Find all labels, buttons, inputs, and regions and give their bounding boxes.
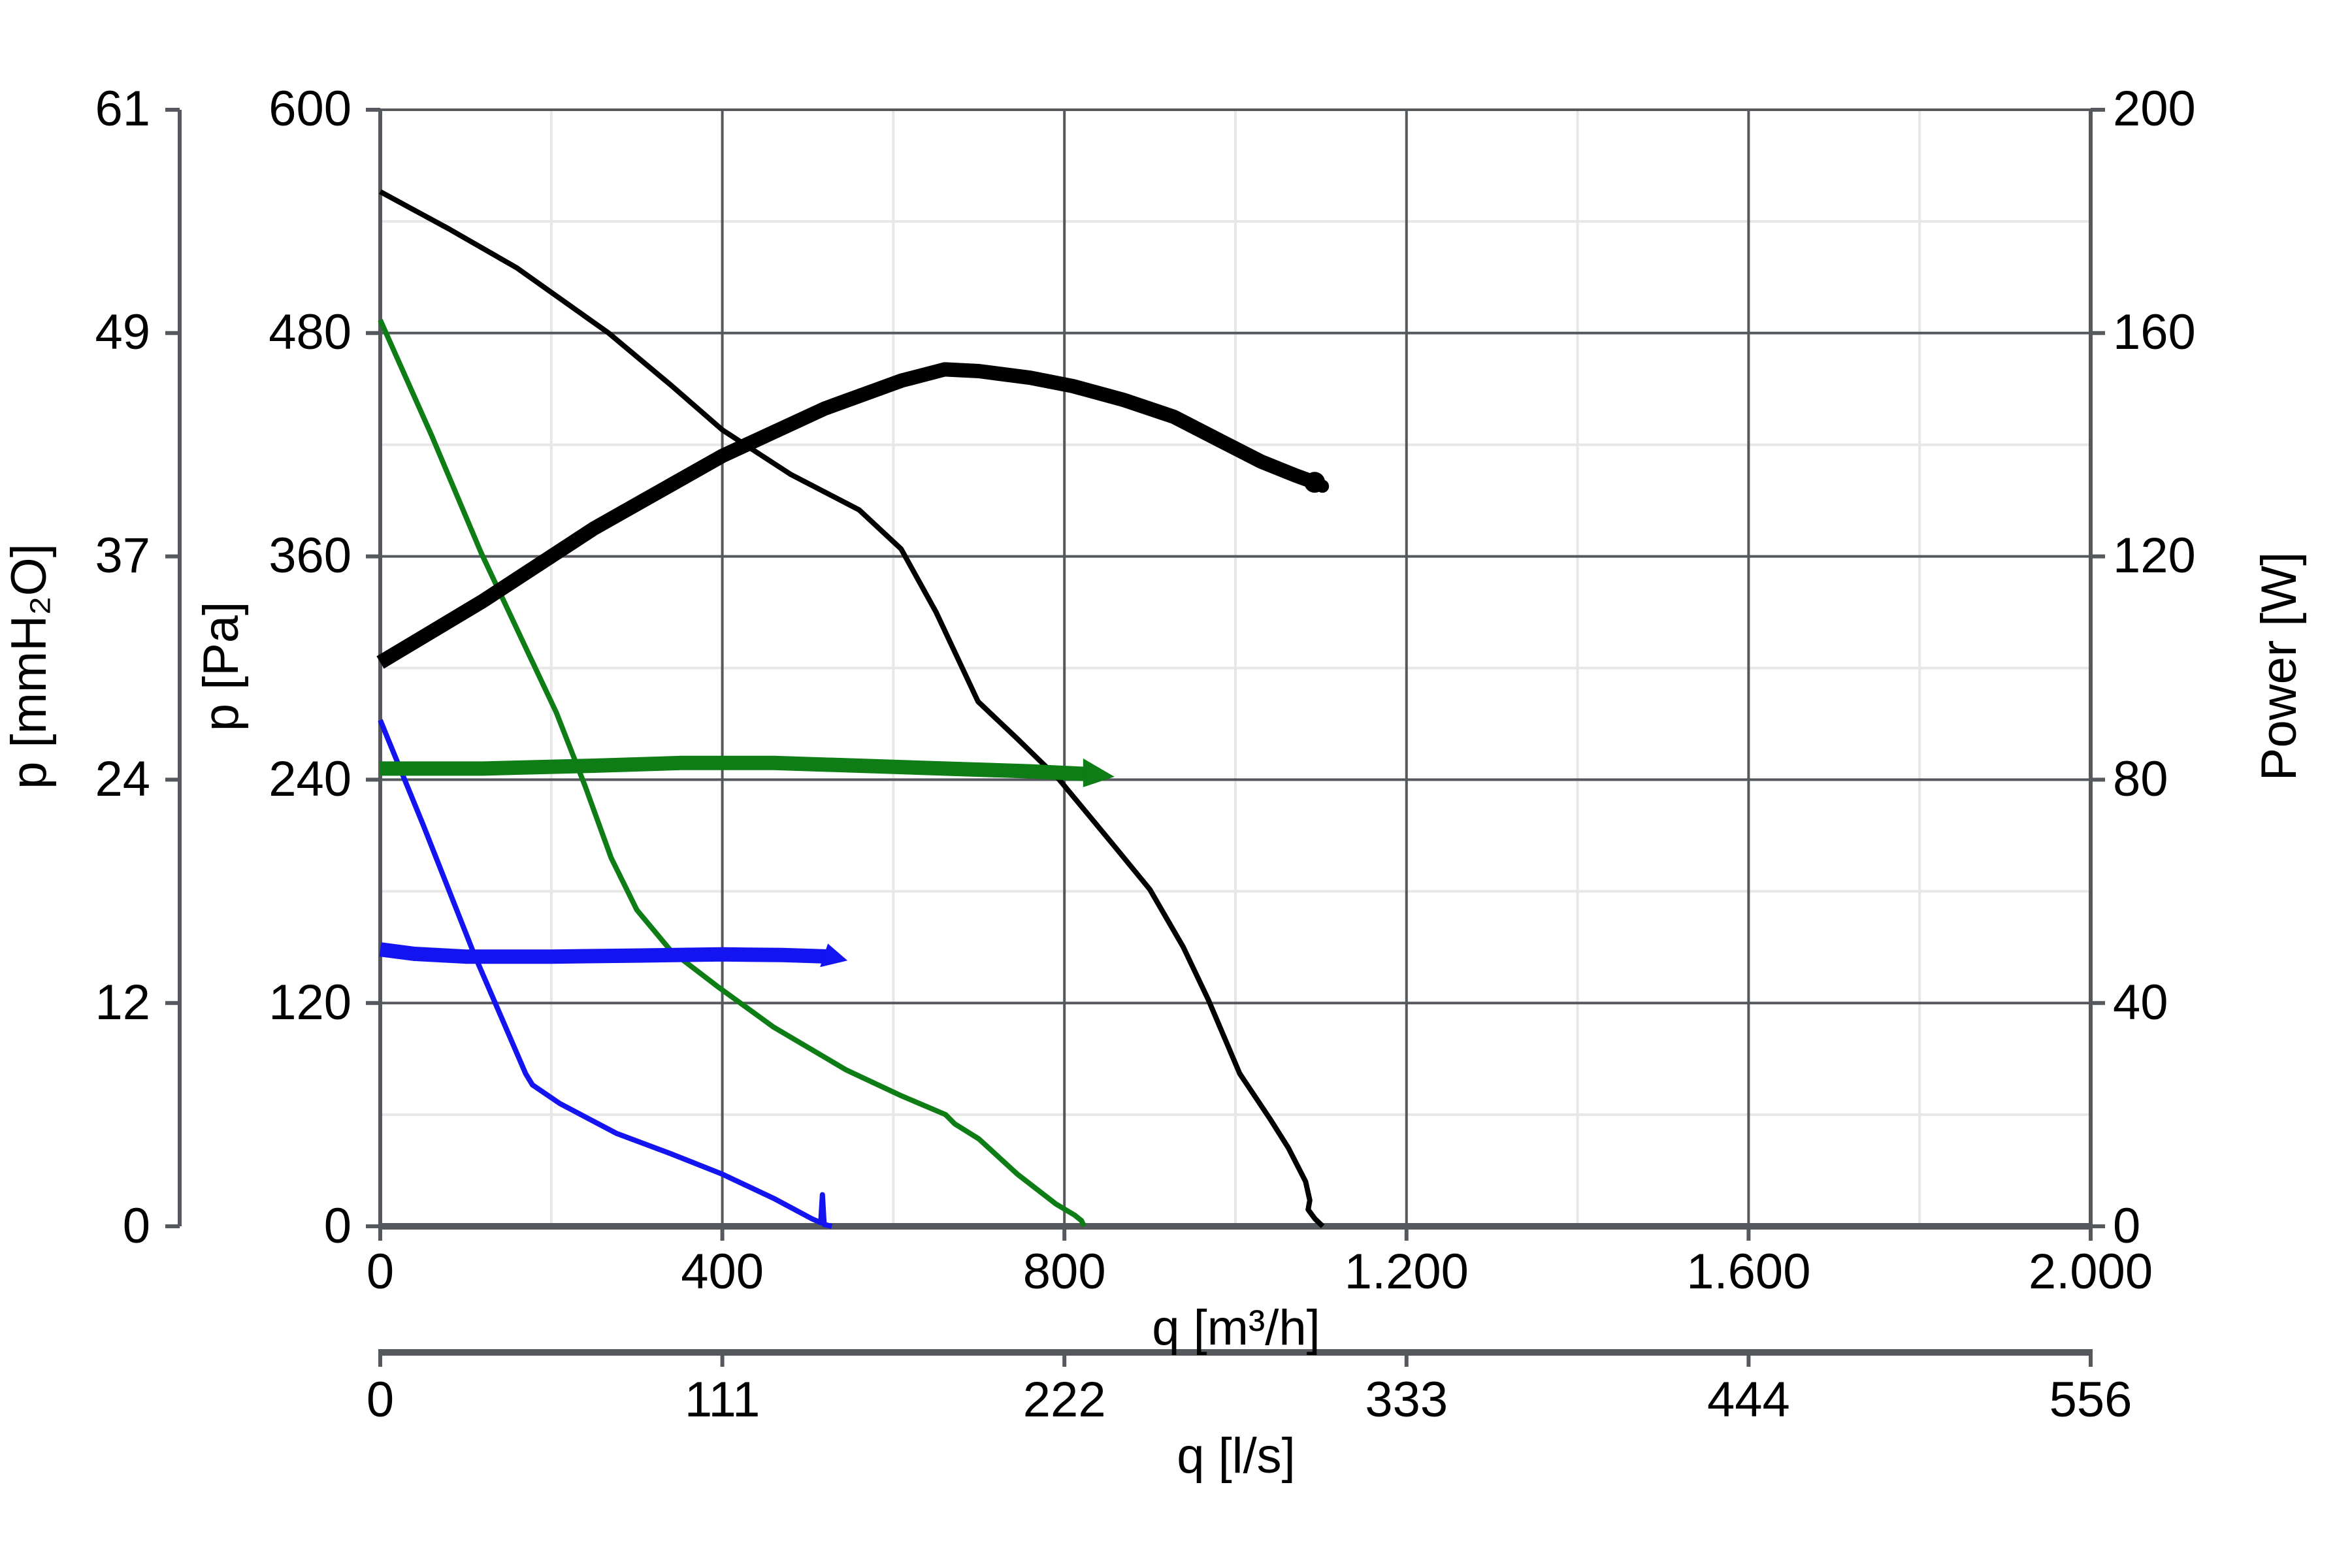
power-tick-label: 200 [2113,82,2196,137]
power-curve-high-speed-end-blob [1316,480,1330,493]
ls-tick-label: 333 [1365,1373,1448,1428]
mmh2o-tick-label: 12 [95,975,150,1031]
ls-tick-label: 222 [1022,1373,1106,1428]
m3h-tick-label: 400 [681,1245,764,1299]
pa-tick-label: 600 [269,82,351,137]
pa-tick-label: 240 [269,752,351,808]
mmh2o-tick-label: 61 [95,82,150,137]
power-tick-label: 40 [2113,975,2168,1031]
power-tick-label: 80 [2113,752,2168,808]
pa-tick-label: 360 [269,529,351,584]
pa-tick-label: 120 [269,975,351,1031]
ls-tick-label: 111 [684,1373,760,1428]
y-axis-label-power: Power [W] [2253,551,2308,781]
pa-tick-label: 480 [269,305,351,361]
power-tick-label: 120 [2113,529,2196,584]
x-axis-label-ls: q [l/s] [1177,1429,1296,1484]
m3h-tick-label: 800 [1022,1245,1106,1299]
ls-tick-label: 556 [2049,1373,2132,1428]
x-axis-label-m3h: q [m³/h] [1152,1301,1320,1356]
power-tick-label: 160 [2113,305,2196,361]
y-axis-label-pa: p [Pa] [195,601,250,732]
mmh2o-tick-label: 37 [95,529,150,584]
m3h-tick-label: 2.000 [2028,1245,2153,1299]
power-curve-low-speed-arrowhead [820,943,848,968]
ls-tick-label: 444 [1707,1373,1790,1428]
power-curve-low-speed [379,942,832,964]
mmh2o-tick-label: 0 [122,1199,150,1254]
pressure-curve-low-speed [378,719,833,1229]
pressure-curve-mid-speed [378,319,1087,1228]
power-tick-label: 0 [2113,1199,2141,1254]
m3h-tick-label: 1.200 [1344,1245,1469,1299]
power-curve-high-speed [376,362,1313,669]
m3h-tick-label: 0 [366,1245,395,1299]
power-curve-mid-speed-arrowhead [1083,758,1115,787]
y-axis-label-mmh2o: p [mmH₂O] [3,544,57,789]
ls-tick-label: 0 [366,1373,395,1428]
mmh2o-tick-label: 24 [95,752,150,808]
m3h-tick-label: 1.600 [1686,1245,1811,1299]
power-curve-mid-speed [380,755,1089,781]
mmh2o-tick-label: 49 [95,305,150,361]
pa-tick-label: 0 [323,1199,351,1254]
